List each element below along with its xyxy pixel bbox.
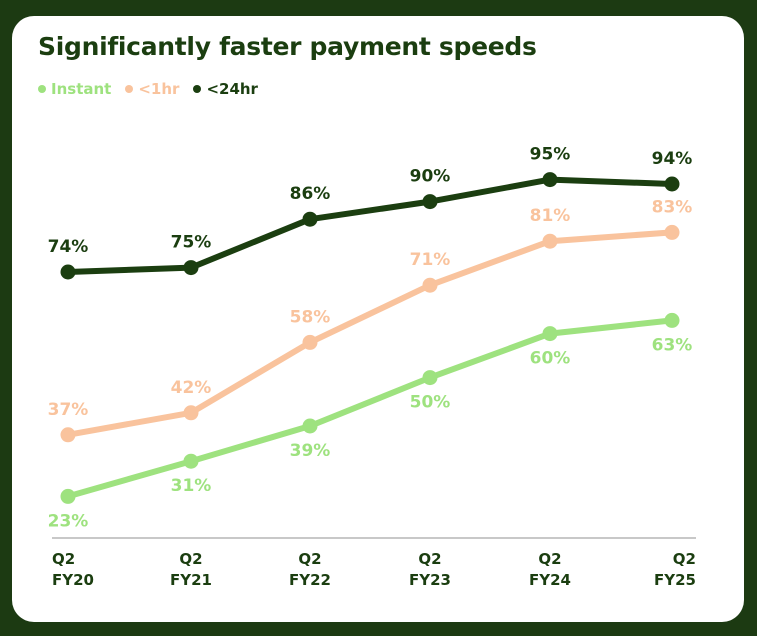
data-label: 71% — [410, 250, 451, 270]
data-point — [664, 176, 680, 192]
legend-dot — [38, 85, 46, 93]
data-label: 75% — [171, 233, 212, 253]
x-tick-label: FY24 — [529, 571, 571, 589]
data-label: 23% — [48, 511, 89, 531]
data-point — [183, 260, 199, 276]
chart-legend: Instant <1hr <24hr — [38, 80, 258, 98]
data-point — [422, 194, 438, 210]
series-line — [65, 229, 675, 438]
data-point — [183, 405, 199, 421]
data-label: 81% — [530, 206, 571, 226]
x-tick-label: FY25 — [654, 571, 696, 589]
x-tick-label: FY23 — [409, 571, 451, 589]
x-tick-label: FY20 — [52, 571, 94, 589]
legend-label: Instant — [51, 80, 112, 98]
x-tick-label: FY21 — [170, 571, 212, 589]
chart-title: Significantly faster payment speeds — [38, 32, 537, 61]
data-label: 63% — [652, 335, 693, 355]
x-tick-label: Q2 — [52, 550, 75, 568]
data-point — [422, 370, 438, 386]
legend-item: <1hr — [125, 80, 179, 98]
x-tick-label: FY22 — [289, 571, 331, 589]
legend-dot — [125, 85, 134, 93]
data-label: 39% — [290, 441, 331, 461]
data-label: 31% — [171, 476, 212, 496]
legend-dot — [193, 85, 202, 93]
data-point — [60, 488, 76, 504]
data-label: 58% — [290, 307, 331, 327]
data-point — [60, 427, 76, 443]
data-label: 60% — [530, 349, 571, 369]
data-label: 50% — [410, 393, 451, 413]
x-tick-label: Q2 — [179, 550, 202, 568]
legend-item: <24hr — [193, 80, 258, 98]
data-point — [542, 326, 558, 342]
data-point — [302, 211, 318, 227]
chart-card — [12, 16, 744, 622]
data-point — [302, 334, 318, 350]
data-label: 94% — [652, 149, 693, 169]
data-label: 37% — [48, 400, 89, 420]
data-label: 83% — [652, 197, 693, 217]
data-label: 74% — [48, 237, 89, 257]
x-tick-label: Q2 — [298, 550, 321, 568]
data-label: 95% — [530, 145, 571, 165]
data-point — [422, 277, 438, 293]
series-line — [65, 176, 675, 275]
x-tick-label: Q2 — [538, 550, 561, 568]
data-point — [60, 264, 76, 280]
legend-label: <1hr — [138, 80, 180, 98]
x-tick-label: Q2 — [673, 550, 696, 568]
data-label: 86% — [290, 184, 331, 204]
x-tick-label: Q2 — [418, 550, 441, 568]
data-point — [542, 233, 558, 249]
data-point — [302, 418, 318, 434]
data-label: 42% — [171, 378, 212, 398]
data-point — [542, 172, 558, 188]
data-point — [664, 224, 680, 240]
series-line — [65, 317, 675, 500]
data-point — [664, 312, 680, 328]
data-label: 90% — [410, 167, 451, 187]
legend-label: <24hr — [206, 80, 258, 98]
data-point — [183, 453, 199, 469]
legend-item: Instant — [38, 80, 111, 98]
